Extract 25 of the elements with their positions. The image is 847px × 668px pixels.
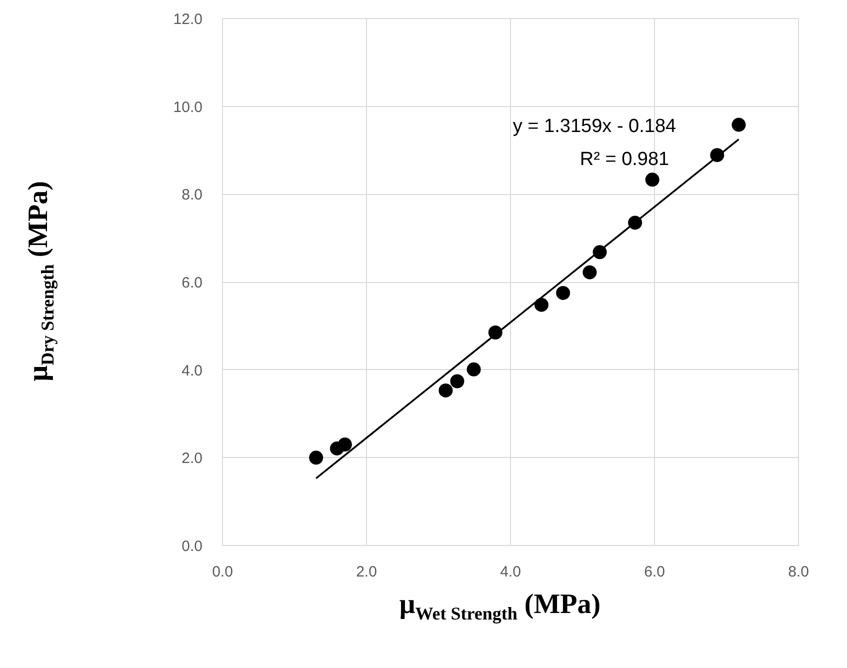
point <box>645 172 660 187</box>
point <box>338 438 352 452</box>
y-tick-label: 12.0 <box>173 11 203 28</box>
y-tick-label: 10.0 <box>173 98 203 116</box>
x-tick-label: 4.0 <box>500 564 521 580</box>
point <box>556 286 570 300</box>
x-tick-label: 6.0 <box>644 564 665 580</box>
x-tick-label: 8.0 <box>788 564 809 580</box>
y-tick-label: 6.0 <box>182 274 203 292</box>
point <box>438 383 453 398</box>
x-axis-title: μ$_{Wet Strength}$ (MPa) <box>398 588 602 626</box>
point <box>466 362 481 376</box>
annotation: R² = 0.981 <box>580 149 670 170</box>
y-tick-label: 2.0 <box>182 450 203 468</box>
y-tick-label: 0.0 <box>182 538 203 555</box>
point <box>450 374 464 388</box>
annotation: y = 1.3159x - 0.184 <box>512 116 677 137</box>
point <box>582 265 597 280</box>
point <box>732 118 746 132</box>
point <box>309 450 324 465</box>
y-tick-label: 8.0 <box>182 186 203 204</box>
x-tick-label: 2.0 <box>356 564 377 580</box>
y-tick-label: 4.0 <box>182 362 203 380</box>
point <box>534 298 548 312</box>
x-tick-label: 0.0 <box>212 564 233 580</box>
